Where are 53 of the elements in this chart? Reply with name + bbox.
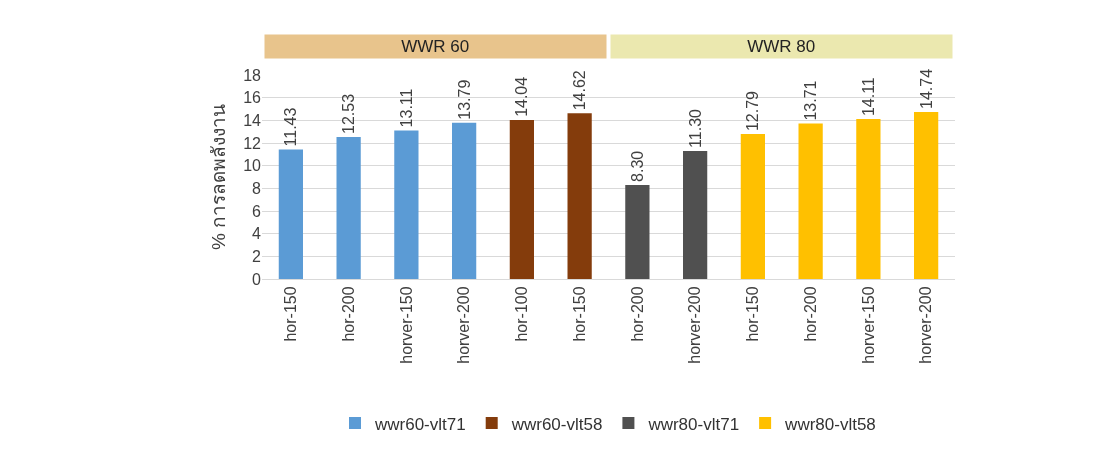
text: WWR 60 <box>401 37 470 56</box>
y-tick-label: 0 <box>252 270 262 288</box>
text: 12.79 <box>744 91 762 132</box>
y-tick-label: 2 <box>252 247 262 265</box>
y-tick-label: 6 <box>252 202 262 220</box>
text: 14.04 <box>513 76 531 117</box>
legend-label: wwr80-vlt58 <box>784 414 876 434</box>
bar <box>336 136 361 279</box>
text: 8.30 <box>628 150 646 182</box>
x-tick-label: horver-200 <box>686 286 704 364</box>
x-tick-label: hor-150 <box>570 286 588 342</box>
x-tick-label: hor-200 <box>801 286 819 342</box>
bar <box>625 184 650 279</box>
x-tick-label: hor-200 <box>339 286 357 342</box>
bar <box>798 123 823 279</box>
legend-label: wwr80-vlt71 <box>647 414 740 434</box>
text: 13.11 <box>397 88 415 128</box>
x-tick-label: horver-150 <box>397 286 415 364</box>
y-tick-label: 4 <box>252 225 262 243</box>
text: 14.62 <box>571 70 589 111</box>
x-tick-label: hor-100 <box>513 286 531 342</box>
y-tick-label: 18 <box>243 66 262 84</box>
bar <box>740 134 765 279</box>
x-tick-label: horver-150 <box>859 286 877 364</box>
x-tick-label: hor-150 <box>282 286 300 342</box>
text: 14.11 <box>859 77 877 117</box>
x-tick-label: hor-150 <box>744 286 762 342</box>
legend-label: wwr60-vlt71 <box>374 414 466 434</box>
bar <box>278 149 303 279</box>
x-tick-label: horver-200 <box>455 286 473 364</box>
bar <box>567 113 592 279</box>
bar <box>509 119 534 279</box>
bar <box>914 111 939 279</box>
y-tick-label: 8 <box>252 179 262 197</box>
text: 14.74 <box>917 68 935 109</box>
bar <box>856 119 881 279</box>
x-tick-label: horver-200 <box>917 286 935 364</box>
text: 12.53 <box>340 93 358 134</box>
text: 13.71 <box>802 80 820 121</box>
text: WWR 80 <box>747 37 816 56</box>
y-axis-title: % การลดพลังงาน <box>208 103 230 251</box>
y-tick-label: 12 <box>243 134 262 152</box>
bar <box>394 130 419 279</box>
y-tick-label: 16 <box>243 89 262 107</box>
text: 11.43 <box>282 107 300 147</box>
y-tick-label: 10 <box>243 157 262 175</box>
bar <box>683 150 708 279</box>
text: 13.79 <box>455 79 473 120</box>
y-tick-label: 14 <box>243 111 262 129</box>
bar <box>452 122 477 279</box>
x-tick-label: hor-200 <box>628 286 646 342</box>
legend-label: wwr60-vlt58 <box>510 414 603 434</box>
text: 11.30 <box>686 109 704 148</box>
